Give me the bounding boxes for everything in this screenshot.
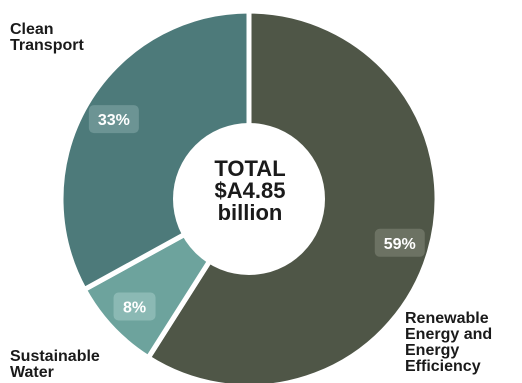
label-clean-transport: Clean Transport	[10, 21, 84, 54]
label-sustainable-water: Sustainable Water	[10, 348, 100, 381]
total-line-3: billion	[217, 200, 283, 225]
total-line-1: TOTAL	[214, 156, 286, 181]
badge-clean-transport	[88, 105, 139, 134]
value-label-renewable-energy: 59%	[384, 236, 416, 253]
value-label-sustainable-water: 8%	[123, 299, 146, 316]
badge-sustainable-water	[113, 292, 156, 321]
value-label-clean-transport: 33%	[98, 112, 130, 129]
total-line-2: $A4.85	[214, 178, 286, 203]
donut-hole	[173, 123, 325, 275]
badge-renewable-energy	[374, 228, 425, 257]
total-label: TOTAL $A4.85 billion	[185, 158, 315, 224]
label-renewable-energy: Renewable Energy and Energy Efficiency	[405, 310, 493, 375]
